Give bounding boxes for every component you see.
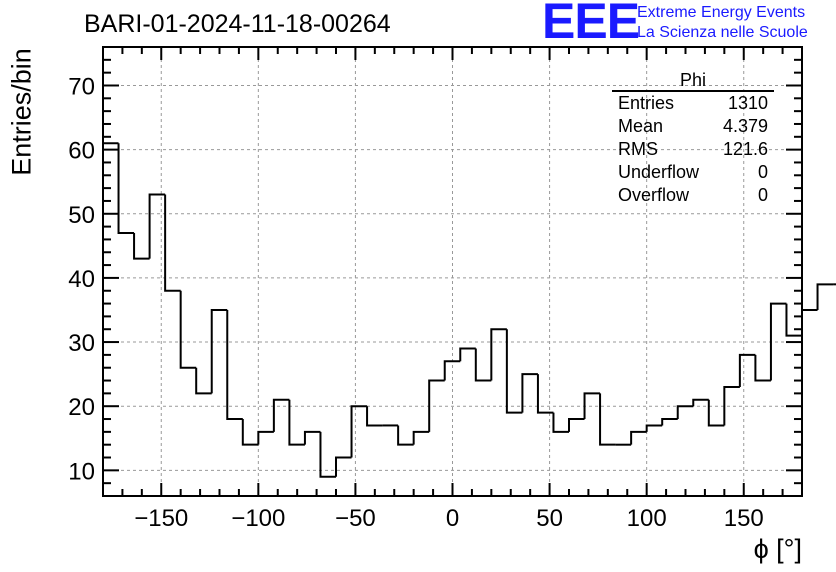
stats-box: Phi Entries 1310 Mean 4.379 RMS 121.6 Un… bbox=[612, 70, 774, 207]
x-tick-label: −100 bbox=[231, 505, 285, 532]
grid-lines bbox=[103, 47, 802, 496]
histogram-bin bbox=[366, 406, 383, 427]
eee-logo: EEE bbox=[542, 0, 640, 49]
histogram-bin bbox=[412, 430, 430, 445]
x-tick-label: 0 bbox=[446, 505, 459, 532]
y-tick-label: 60 bbox=[68, 138, 95, 165]
histogram-bin bbox=[102, 142, 119, 496]
stats-label: Underflow bbox=[618, 162, 700, 182]
histogram-bin bbox=[692, 398, 709, 407]
histogram-bin bbox=[801, 308, 818, 336]
histogram-bin bbox=[754, 354, 771, 382]
x-tick-label: 100 bbox=[627, 505, 667, 532]
histogram-bin bbox=[583, 392, 601, 420]
histogram-bin bbox=[117, 143, 135, 235]
stats-label: RMS bbox=[618, 139, 658, 159]
histogram-bin bbox=[303, 430, 321, 445]
histogram-series bbox=[102, 142, 836, 496]
logo-line-2: La Scienza nelle Scuole bbox=[637, 24, 808, 41]
histogram-bin bbox=[723, 385, 740, 426]
histogram-bin bbox=[195, 367, 212, 395]
histogram-bin bbox=[769, 302, 787, 381]
y-tick-label: 40 bbox=[68, 266, 95, 293]
histogram-bin bbox=[148, 193, 166, 259]
histogram-bin bbox=[428, 379, 445, 432]
y-axis-label: Entries/bin bbox=[6, 48, 37, 176]
histogram-bin bbox=[241, 419, 259, 446]
histogram-bin bbox=[474, 348, 492, 382]
chart-title: BARI-01-2024-11-18-00264 bbox=[84, 10, 391, 38]
histogram-bin bbox=[319, 431, 336, 478]
stats-value: 1310 bbox=[727, 93, 768, 113]
stats-row-entries: Entries 1310 bbox=[612, 92, 774, 115]
histogram-bin bbox=[397, 425, 414, 446]
histogram-bin bbox=[257, 430, 274, 445]
histogram-bin bbox=[645, 424, 663, 432]
histogram-bin bbox=[552, 412, 569, 433]
x-tick-label: 50 bbox=[536, 505, 563, 532]
x-axis-label: ϕ [°] bbox=[753, 534, 802, 564]
histogram-bin bbox=[350, 405, 368, 458]
histogram-bin bbox=[738, 353, 756, 387]
y-tick-label: 50 bbox=[68, 202, 95, 229]
stats-value: 0 bbox=[757, 185, 768, 205]
histogram-bin bbox=[335, 456, 352, 477]
histogram-bin bbox=[599, 393, 616, 446]
stats-row-rms: RMS 121.6 bbox=[612, 138, 774, 161]
histogram-bin bbox=[490, 328, 507, 381]
histogram-bin bbox=[536, 374, 554, 414]
histogram-bin bbox=[226, 309, 243, 421]
stats-label: Mean bbox=[618, 116, 664, 136]
stats-label: Entries bbox=[618, 93, 675, 113]
histogram-bin bbox=[179, 290, 197, 369]
stats-value: 0 bbox=[757, 162, 768, 182]
histogram-bin bbox=[661, 418, 678, 426]
histogram-bin bbox=[676, 405, 694, 420]
histogram-bin bbox=[133, 233, 150, 260]
y-tick-label: 10 bbox=[68, 458, 95, 485]
histogram-bin bbox=[785, 303, 802, 337]
stats-row-underflow: Underflow 0 bbox=[612, 161, 774, 184]
stats-value: 4.379 bbox=[722, 116, 768, 136]
y-tick-label: 20 bbox=[68, 394, 95, 421]
x-tick-label: −50 bbox=[335, 505, 376, 532]
stats-row-overflow: Overflow 0 bbox=[612, 184, 774, 207]
histogram-bin bbox=[443, 360, 461, 381]
histogram-bin bbox=[816, 283, 834, 310]
logo-line-1: Extreme Energy Events bbox=[637, 4, 806, 21]
histogram-bin bbox=[707, 399, 725, 427]
histogram-bin bbox=[505, 329, 523, 414]
y-tick-label: 70 bbox=[68, 73, 95, 100]
x-tick-label: 150 bbox=[724, 505, 764, 532]
y-tick-label: 30 bbox=[68, 330, 95, 357]
histogram-bin bbox=[210, 308, 228, 394]
x-tick-label: −150 bbox=[134, 505, 188, 532]
histogram-bin bbox=[630, 430, 647, 445]
histogram-bin bbox=[288, 399, 305, 446]
histogram-bin bbox=[568, 418, 585, 432]
stats-value: 121.6 bbox=[722, 139, 768, 159]
stats-label: Overflow bbox=[618, 185, 690, 205]
histogram-bin bbox=[272, 398, 290, 432]
histogram-bin bbox=[521, 373, 538, 413]
histogram-bin bbox=[164, 194, 181, 292]
stats-box-title: Phi bbox=[612, 70, 774, 92]
stats-row-mean: Mean 4.379 bbox=[612, 115, 774, 138]
axes-ticks: −150 −100 −50 0 50 100 150 10 20 30 40 50 60 70 bbox=[68, 46, 803, 532]
histogram-bin bbox=[459, 347, 476, 362]
